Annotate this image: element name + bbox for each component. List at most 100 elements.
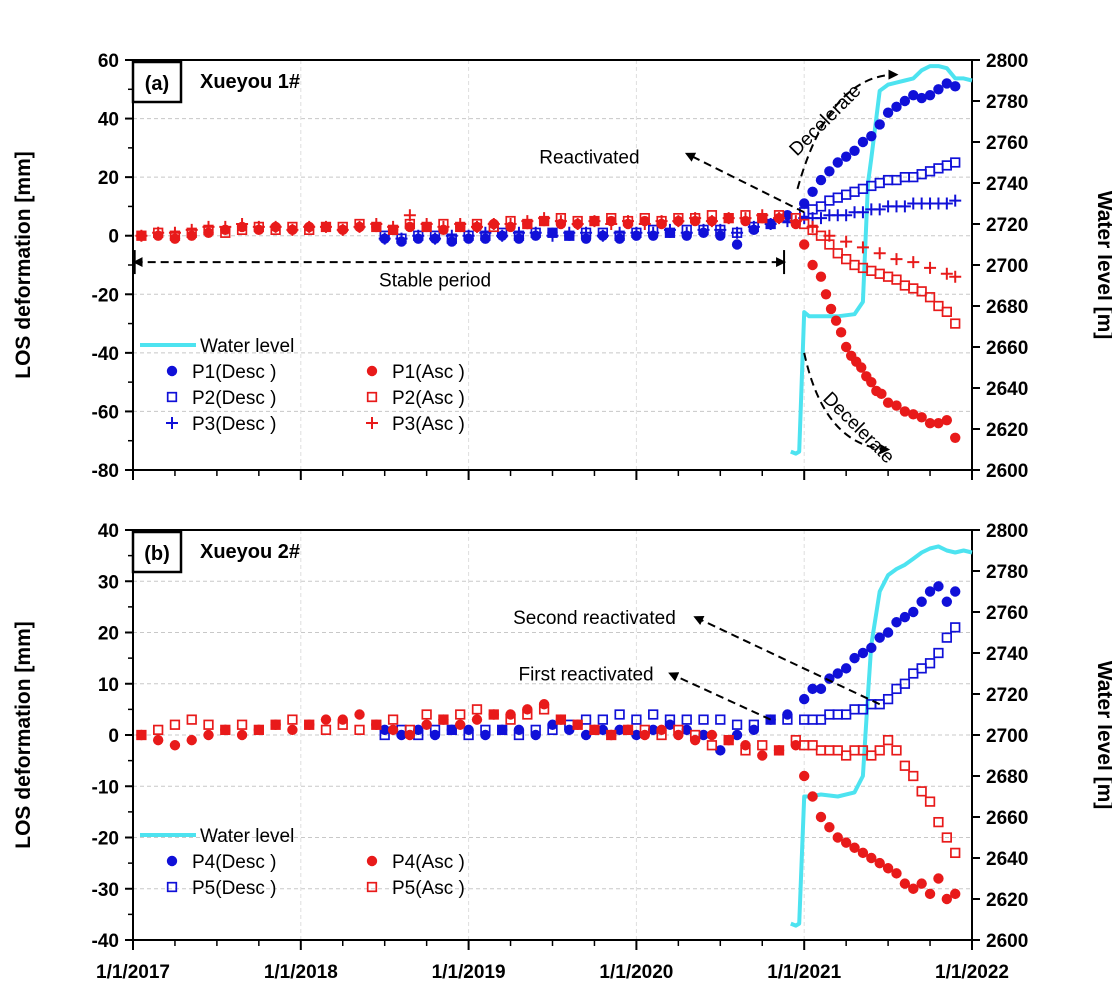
point-p5-desc [379, 729, 390, 741]
point-p4-asc [136, 729, 147, 741]
point-p4-desc [891, 617, 902, 628]
point-p3-asc [856, 241, 869, 254]
point-p1-asc [799, 239, 810, 250]
point-p4-desc [698, 729, 709, 741]
point-p4-desc [950, 586, 961, 597]
point-p4-desc [614, 724, 625, 736]
legend-label: P3(Asc ) [392, 414, 465, 435]
point-p3-desc [412, 229, 425, 242]
point-p4-asc [320, 714, 332, 725]
point-p5-asc [916, 786, 927, 797]
legend-swatch [366, 855, 378, 867]
point-p1-desc [731, 239, 743, 250]
yr-tick-label: 2680 [986, 767, 1028, 788]
point-p5-asc [136, 729, 147, 741]
point-p3-desc [546, 229, 559, 242]
point-p4-asc [152, 734, 164, 746]
point-p4-desc [916, 596, 927, 607]
point-p5-asc [371, 719, 382, 730]
point-p1-desc [950, 81, 961, 92]
point-p5-desc [681, 714, 692, 725]
point-p5-asc [589, 724, 600, 736]
arrow-decelerate-lower [803, 352, 891, 455]
point-p5-asc [908, 770, 919, 782]
point-p5-asc [287, 714, 298, 725]
point-p5-asc [740, 745, 751, 756]
point-p1-desc [866, 130, 877, 142]
point-p1-desc [941, 78, 953, 89]
point-p5-asc [689, 729, 701, 741]
yr-tick-label: 2680 [986, 297, 1028, 318]
point-p4-asc [488, 709, 499, 720]
point-p3-asc [655, 215, 668, 228]
point-p1-desc [891, 101, 902, 113]
legend-item-p4-desc: P4(Desc ) [166, 852, 276, 873]
y-tick-label: 0 [108, 726, 119, 747]
point-p3-desc [445, 229, 458, 242]
point-p5-asc [320, 724, 332, 736]
point-p4-desc [681, 724, 692, 736]
point-p5-asc [723, 734, 734, 746]
yr-tick-label: 2760 [986, 603, 1028, 624]
legend-label: P4(Desc ) [192, 852, 276, 873]
point-p3-asc [672, 215, 685, 228]
point-p1-asc [876, 388, 887, 400]
point-p5-desc [731, 719, 743, 730]
point-p5-desc [950, 622, 961, 633]
point-p4-asc [589, 724, 600, 736]
point-p5-asc [505, 714, 516, 725]
point-p4-asc [815, 811, 827, 823]
legend-swatch [366, 391, 378, 403]
point-p4-asc [572, 719, 583, 730]
point-p3-asc [437, 220, 450, 233]
point-p3-asc [538, 212, 551, 225]
y-tick-label: -80 [92, 461, 119, 482]
point-p4-desc [807, 683, 818, 695]
legend-swatch [166, 391, 178, 403]
y-tick-label: 40 [98, 110, 119, 131]
point-p5-desc [664, 714, 676, 725]
legend-label: P2(Desc ) [192, 388, 276, 409]
point-p2-asc [832, 248, 843, 259]
point-p1-desc [857, 136, 869, 148]
point-p3-desc [378, 232, 391, 245]
point-p4-asc [773, 745, 785, 756]
point-p2-asc [941, 306, 952, 318]
point-p3-asc [152, 226, 165, 239]
legend-label: Water level [200, 826, 294, 847]
point-p1-asc [916, 412, 927, 423]
point-p5-desc [480, 724, 491, 736]
point-p3-asc [622, 215, 635, 228]
point-p4-asc [723, 734, 734, 746]
point-p4-desc [799, 693, 810, 705]
point-p1-asc [933, 417, 944, 429]
point-p4-desc [597, 724, 609, 736]
point-p3-asc [873, 247, 886, 260]
point-p3-asc [202, 220, 215, 233]
point-p4-desc [446, 724, 458, 736]
point-p3-asc [840, 235, 853, 248]
point-p1-desc [908, 89, 919, 101]
point-p3-desc [580, 226, 593, 239]
y-tick-label: -60 [92, 402, 119, 423]
point-p3-desc [395, 232, 408, 245]
y-tick-label: 20 [98, 624, 119, 645]
point-p5-desc [597, 714, 608, 725]
point-p3-desc [429, 232, 442, 245]
point-p4-desc [496, 724, 508, 736]
point-p1-desc [832, 157, 843, 168]
point-p1-desc [933, 84, 944, 95]
y-axis-label: LOS deformation [mm] [12, 151, 35, 379]
point-p3-asc [588, 215, 601, 228]
point-p3-asc [370, 218, 383, 230]
point-p4-asc [438, 714, 449, 725]
legend-item-p4-asc: P4(Asc ) [366, 852, 465, 873]
point-p4-asc [799, 770, 810, 782]
point-p4-desc [933, 581, 944, 592]
point-p4-asc [757, 750, 768, 761]
point-p4-desc [874, 632, 885, 643]
point-p3-desc [647, 226, 660, 239]
point-p5-asc [203, 719, 214, 730]
point-p5-asc [941, 832, 952, 843]
yr-tick-label: 2660 [986, 338, 1028, 359]
